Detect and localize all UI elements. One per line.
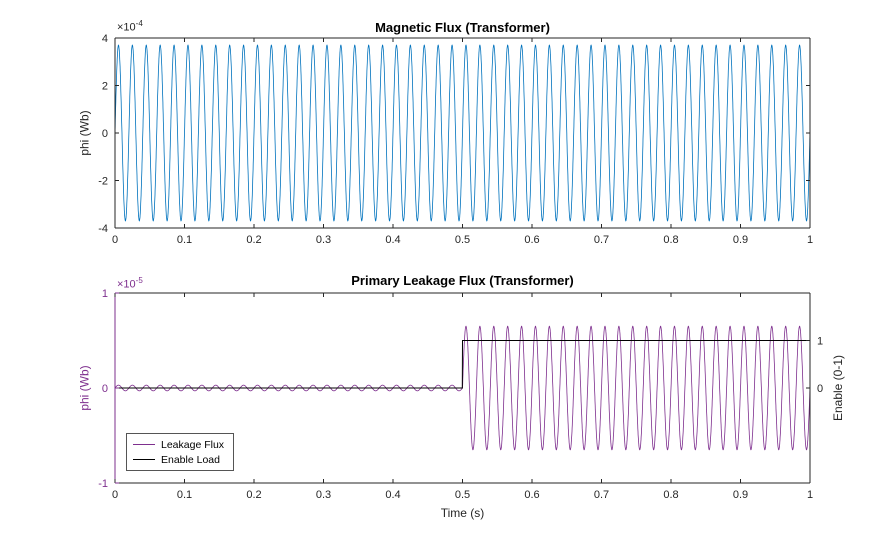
x-tick-label: 0.9	[733, 234, 748, 246]
y-axis-label-top: phi (Wb)	[76, 38, 94, 228]
x-tick-label: 0.8	[663, 489, 678, 501]
axes-0: 0 0.1 0.2 0.3 0.4 0.5 0.6 0.7 0.8 0.9 1 -4 -2 0 2 4	[98, 33, 813, 246]
y-tick-label: 0	[102, 383, 108, 395]
legend-item-enable-load: Enable Load	[133, 452, 224, 467]
legend-item-leakage-flux: Leakage Flux	[133, 437, 224, 452]
y-tick-label: 4	[102, 33, 108, 45]
x-tick-label: 0.6	[524, 234, 539, 246]
y-tick-label: -1	[98, 478, 108, 490]
x-tick-label: 0.3	[316, 234, 331, 246]
x-axis-label: Time (s)	[440, 506, 485, 520]
series-line-enable-load	[115, 340, 810, 389]
chart-title-leakage-flux: Primary Leakage Flux (Transformer)	[351, 273, 574, 288]
x-tick-label: 0.5	[455, 489, 470, 501]
x-tick-label: 0.1	[177, 234, 192, 246]
chart-title-magnetic-flux: Magnetic Flux (Transformer)	[375, 20, 550, 35]
x-tick-label: 0.9	[733, 489, 748, 501]
y-axis-label-bottom: phi (Wb)	[76, 293, 94, 483]
x-tick-label: 0.8	[663, 234, 678, 246]
x-tick-label: 0.7	[594, 234, 609, 246]
x-tick-label: 0.3	[316, 489, 331, 501]
y-axis-label-text: phi (Wb)	[78, 365, 92, 411]
x-tick-label: 0.5	[455, 234, 470, 246]
legend: Leakage Flux Enable Load	[126, 433, 235, 471]
x-tick-label: 0.4	[385, 234, 400, 246]
right-y-axis-label-text: Enable (0-1)	[831, 354, 846, 422]
series-line-magnetic-flux	[114, 44, 811, 222]
x-tick-label: 0.1	[177, 489, 192, 501]
x-tick-label: 0	[112, 489, 118, 501]
x-tick-label: 0.7	[594, 489, 609, 501]
scale-exponent: -5	[135, 276, 143, 285]
legend-line-sample-leakage-flux	[133, 444, 155, 445]
scale-exponent: -4	[135, 19, 143, 28]
right-y-axis-label: Enable (0-1)	[829, 293, 847, 483]
x-tick-label: 0	[112, 234, 118, 246]
y-axis-scale-label-bottom: ×10-5	[117, 276, 143, 291]
y-axis-label-text: phi (Wb)	[78, 110, 92, 156]
y-tick-label: -4	[98, 223, 108, 235]
scale-base: ×10	[117, 278, 136, 291]
y-axis-scale-label: ×10-4	[117, 19, 143, 34]
legend-label-enable-load: Enable Load	[161, 453, 220, 466]
right-y-tick-label: 0	[817, 383, 823, 395]
legend-label-leakage-flux: Leakage Flux	[161, 438, 225, 451]
x-tick-label: 1	[807, 489, 813, 501]
x-tick-label: 0.4	[385, 489, 400, 501]
x-tick-label: 0.2	[246, 489, 261, 501]
y-tick-label: 2	[102, 81, 108, 93]
x-tick-label: 0.2	[246, 234, 261, 246]
scale-base: ×10	[117, 21, 136, 34]
legend-line-sample-enable-load	[133, 459, 155, 460]
y-tick-label: 1	[102, 288, 108, 300]
right-y-tick-label: 1	[817, 336, 823, 348]
x-tick-label: 0.6	[524, 489, 539, 501]
y-tick-label: 0	[102, 128, 108, 140]
x-tick-label: 1	[807, 234, 813, 246]
y-tick-label: -2	[98, 176, 108, 188]
